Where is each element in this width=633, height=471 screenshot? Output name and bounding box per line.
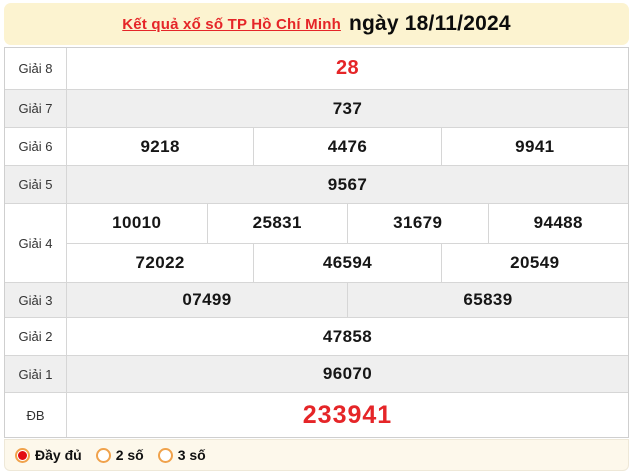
prize-numbers: 233941 [67, 393, 628, 437]
prize-subrow: 233941 [67, 393, 628, 437]
prize-row-g4: Giải 4 10010 25831 31679 94488 72022 46594 2054… [5, 204, 628, 283]
prize-row-g7: Giải 7 737 [5, 90, 628, 128]
prize-number: 9567 [327, 174, 368, 194]
prize-numbers: 28 [67, 48, 628, 89]
prize-subrow: 9567 [67, 166, 628, 203]
prize-number: 47858 [322, 326, 373, 346]
prize-number: 28 [335, 57, 360, 79]
display-mode-label: 2 số [115, 447, 144, 463]
prize-label: Giải 2 [5, 318, 67, 355]
prize-number: 25831 [206, 204, 348, 243]
prize-label: Giải 7 [5, 90, 67, 127]
prize-row-g8: Giải 8 28 [5, 48, 628, 90]
prize-label: Giải 6 [5, 128, 67, 165]
prize-subrow: 96070 [67, 356, 628, 392]
prize-numbers: 9218 4476 9941 [67, 128, 628, 165]
prize-numbers: 10010 25831 31679 94488 72022 46594 20549 [67, 204, 628, 282]
radio-dot [18, 450, 27, 460]
results-title-link[interactable]: Kết quả xổ số TP Hồ Chí Minh [122, 15, 341, 33]
prize-label: Giải 3 [5, 283, 67, 317]
prize-number: 10010 [112, 213, 162, 233]
radio-button-icon[interactable] [157, 447, 173, 463]
prize-number: 4476 [253, 128, 440, 165]
prize-number: 737 [332, 98, 363, 118]
display-mode-bar: Đầy đủ 2 số 3 số [4, 439, 629, 471]
prize-subrow: 72022 46594 20549 [67, 242, 628, 282]
prize-row-g1: Giải 1 96070 [5, 356, 628, 393]
prize-number: 65839 [347, 283, 628, 317]
prize-number: 9218 [140, 136, 180, 156]
prize-numbers: 96070 [67, 356, 628, 392]
prize-label: Giải 8 [5, 48, 67, 89]
prize-subrow: 07499 65839 [67, 283, 628, 317]
prize-row-g2: Giải 2 47858 [5, 318, 628, 356]
lottery-results-card: Kết quả xổ số TP Hồ Chí Minh ngày 18/11/… [4, 3, 629, 471]
prize-subrow: 9218 4476 9941 [67, 128, 628, 165]
display-mode-option[interactable]: 2 số [95, 447, 144, 463]
radio-dot [161, 451, 170, 460]
prize-label: Giải 1 [5, 356, 67, 392]
display-mode-option[interactable]: Đầy đủ [15, 447, 82, 463]
radio-button-icon[interactable] [95, 447, 111, 463]
radio-dot [99, 451, 108, 460]
prize-row-g6: Giải 6 9218 4476 9941 [5, 128, 628, 166]
prize-numbers: 737 [67, 90, 628, 127]
prize-number: 9941 [440, 128, 628, 165]
prize-number: 96070 [322, 364, 373, 383]
results-header: Kết quả xổ số TP Hồ Chí Minh ngày 18/11/… [4, 3, 629, 45]
prize-number: 31679 [347, 204, 488, 243]
prize-subrow: 10010 25831 31679 94488 [67, 204, 628, 243]
results-table: Giải 8 28 Giải 7 737 Giải 6 9218 4476 9941 Giải … [4, 47, 629, 438]
display-mode-label: 3 số [177, 447, 206, 463]
prize-number: 46594 [253, 243, 440, 282]
results-date: ngày 18/11/2024 [348, 12, 511, 35]
prize-subrow: 28 [67, 48, 628, 89]
prize-label: ĐB [5, 393, 67, 437]
radio-button-icon[interactable] [15, 447, 30, 463]
prize-numbers: 47858 [67, 318, 628, 355]
prize-row-g3: Giải 3 07499 65839 [5, 283, 628, 318]
prize-label: Giải 4 [5, 204, 67, 282]
prize-row-db: ĐB 233941 [5, 393, 628, 437]
prize-number: 20549 [440, 243, 628, 282]
prize-number: 07499 [182, 290, 232, 309]
prize-number: 94488 [487, 204, 629, 243]
prize-numbers: 9567 [67, 166, 628, 203]
prize-subrow: 47858 [67, 318, 628, 355]
prize-row-g5: Giải 5 9567 [5, 166, 628, 204]
prize-numbers: 07499 65839 [67, 283, 628, 317]
prize-label: Giải 5 [5, 166, 67, 203]
prize-subrow: 737 [67, 90, 628, 127]
prize-number: 72022 [135, 252, 185, 272]
display-mode-option[interactable]: 3 số [157, 447, 206, 463]
display-mode-label: Đầy đủ [35, 447, 82, 463]
prize-number: 233941 [302, 400, 393, 429]
